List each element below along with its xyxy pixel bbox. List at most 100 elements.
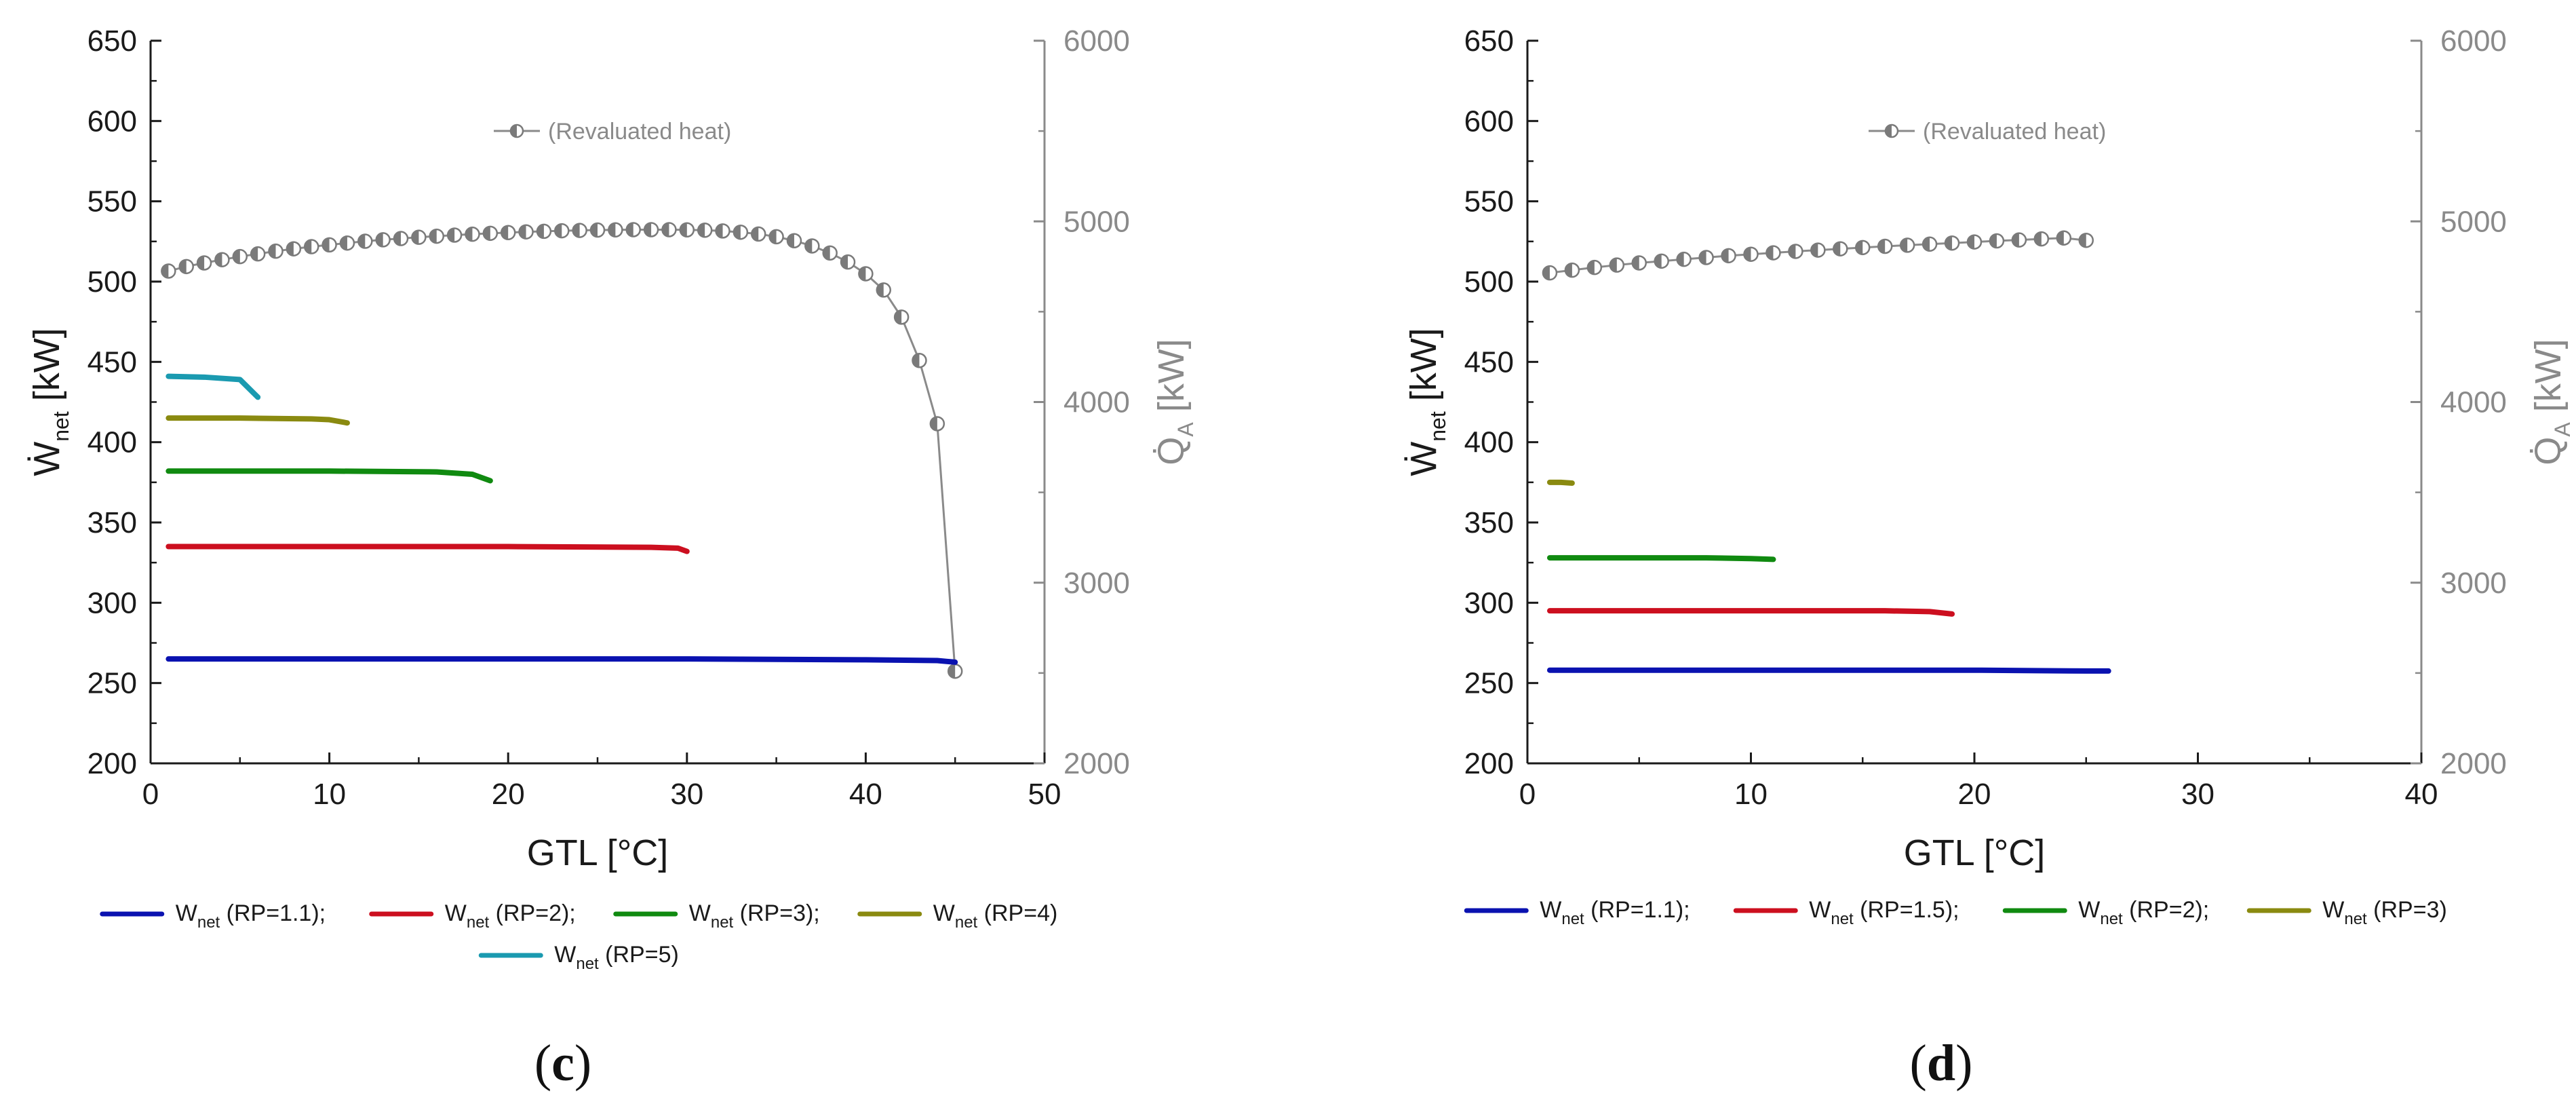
- x-tick-label: 40: [2405, 778, 2438, 811]
- revaluated-heat-marker: [804, 238, 820, 254]
- y2-axis-title: Q̇A [kW]: [1151, 339, 1198, 465]
- x-tick-label: 30: [670, 778, 703, 811]
- revaluated-heat-marker: [750, 226, 766, 242]
- revaluated-heat-marker: [465, 226, 480, 242]
- x-tick-label: 40: [849, 778, 882, 811]
- x-axis-title: GTL [°C]: [527, 833, 669, 873]
- legend-item-2: Wnet (RP=1.5);: [1733, 897, 1959, 928]
- revaluated-heat-annotation: (Revaluated heat): [1869, 119, 2106, 145]
- legend-item-5: Wnet (RP=5): [478, 942, 679, 973]
- y-tick-label: 650: [1464, 24, 1514, 58]
- y2-tick-label: 4000: [2440, 386, 2507, 419]
- x-tick-label: 0: [142, 778, 159, 811]
- revaluated-heat-marker: [536, 223, 552, 240]
- legend-label: Wnet (RP=5): [554, 942, 679, 973]
- x-axis-title: GTL [°C]: [1904, 833, 2046, 873]
- y2-tick-label: 2000: [2440, 747, 2507, 780]
- revaluated-heat-marker: [1721, 248, 1736, 264]
- revaluated-heat-marker: [1966, 234, 1983, 250]
- revaluated-heat-marker: [697, 223, 713, 238]
- legend-label: Wnet (RP=4): [933, 900, 1058, 932]
- revaluated-heat-marker: [286, 241, 302, 256]
- y-tick-label: 350: [87, 506, 137, 539]
- wnet-series-line-3: [1546, 555, 1776, 562]
- legend-label: Wnet (RP=3): [2322, 897, 2447, 928]
- annotation-text: (Revaluated heat): [548, 119, 731, 145]
- y-tick-label: 300: [1464, 586, 1514, 619]
- annotation-text: (Revaluated heat): [1923, 119, 2106, 145]
- revaluated-heat-marker: [1676, 251, 1692, 267]
- x-tick-label: 10: [313, 778, 346, 811]
- revaluated-heat-marker: [393, 231, 409, 246]
- revaluated-heat-marker: [608, 222, 623, 238]
- revaluated-heat-marker: [1765, 245, 1781, 261]
- revaluated-heat-marker: [429, 228, 445, 244]
- revaluated-heat-marker: [661, 222, 677, 237]
- y-tick-label: 600: [87, 104, 137, 138]
- wnet-series-line-4: [165, 415, 350, 426]
- legend-label: Wnet (RP=3);: [689, 900, 820, 932]
- y-tick-label: 450: [87, 345, 137, 379]
- wnet-series-line-4: [1546, 479, 1575, 487]
- x-tick-label: 20: [1958, 778, 1991, 811]
- revaluated-heat-marker: [250, 246, 266, 262]
- legend-label: Wnet (RP=2);: [2078, 897, 2209, 928]
- revaluated-heat-marker: [625, 222, 641, 237]
- y-tick-label: 250: [87, 667, 137, 700]
- legend-item-3: Wnet (RP=2);: [2002, 897, 2209, 928]
- revaluated-heat-marker: [339, 235, 355, 251]
- revaluated-heat-marker: [2056, 230, 2072, 246]
- revaluated-heat-marker: [1631, 255, 1647, 271]
- y-tick-label: 600: [1464, 104, 1514, 138]
- x-tick-label: 50: [1028, 778, 1061, 811]
- y-tick-label: 200: [87, 747, 137, 780]
- revaluated-heat-marker: [268, 243, 284, 259]
- revaluated-heat-marker: [1899, 237, 1915, 253]
- revaluated-heat-marker: [1921, 236, 1938, 252]
- revaluated-heat-marker: [1564, 262, 1580, 278]
- y-tick-label: 300: [87, 586, 137, 619]
- legend-label: Wnet (RP=1.1);: [176, 900, 326, 932]
- revaluated-heat-marker: [411, 229, 427, 245]
- y-axis-title: Ẇnet [kW]: [26, 328, 73, 476]
- x-tick-label: 20: [492, 778, 525, 811]
- y2-tick-label: 4000: [1063, 386, 1130, 419]
- y2-tick-label: 5000: [2440, 205, 2507, 238]
- y-tick-label: 250: [1464, 667, 1514, 700]
- revaluated-heat-marker: [929, 416, 945, 432]
- revaluated-heat-marker: [589, 222, 606, 238]
- legend-item-2: Wnet (RP=2);: [369, 900, 576, 932]
- revaluated-heat-marker: [2078, 232, 2094, 248]
- y2-axis-title: Q̇A [kW]: [2528, 339, 2575, 465]
- panel-label: (c): [534, 1035, 591, 1092]
- wnet-series-line-1: [1546, 667, 2111, 674]
- revaluated-heat-marker: [1989, 233, 2005, 249]
- revaluated-heat-marker: [375, 232, 391, 248]
- revaluated-heat-marker: [679, 222, 695, 238]
- revaluated-heat-marker: [554, 223, 570, 239]
- y2-tick-label: 6000: [2440, 24, 2507, 58]
- y-tick-label: 500: [1464, 265, 1514, 299]
- revaluated-heat-marker: [822, 245, 838, 261]
- y-axis-title: Ẇnet [kW]: [1403, 328, 1450, 476]
- legend-item-3: Wnet (RP=3);: [613, 900, 820, 932]
- y2-tick-label: 3000: [2440, 567, 2507, 600]
- revaluated-heat-line: [168, 228, 956, 672]
- revaluated-heat-marker: [1698, 250, 1714, 265]
- x-tick-label: 0: [1519, 778, 1536, 811]
- revaluated-heat-marker: [161, 263, 176, 279]
- wnet-series-line-2: [165, 544, 690, 554]
- revaluated-heat-marker: [643, 222, 659, 237]
- revaluated-heat-marker: [1542, 265, 1558, 281]
- y2-tick-label: 2000: [1063, 747, 1130, 780]
- revaluated-heat-marker: [572, 223, 587, 238]
- panel-label: (d): [1910, 1035, 1973, 1092]
- revaluated-heat-marker: [178, 259, 194, 275]
- revaluated-heat-marker: [1810, 242, 1826, 258]
- revaluated-heat-marker: [1788, 244, 1803, 259]
- revaluated-heat-marker: [2011, 232, 2027, 248]
- chart-panel-c: 200 250 300 350 400 450 500 550 600 650 0 10 20 30 40 5…: [26, 24, 1198, 1092]
- revaluated-heat-marker: [2033, 231, 2050, 247]
- legend-item-4: Wnet (RP=3): [2246, 897, 2447, 928]
- legend-label: Wnet (RP=1.1);: [1540, 897, 1690, 928]
